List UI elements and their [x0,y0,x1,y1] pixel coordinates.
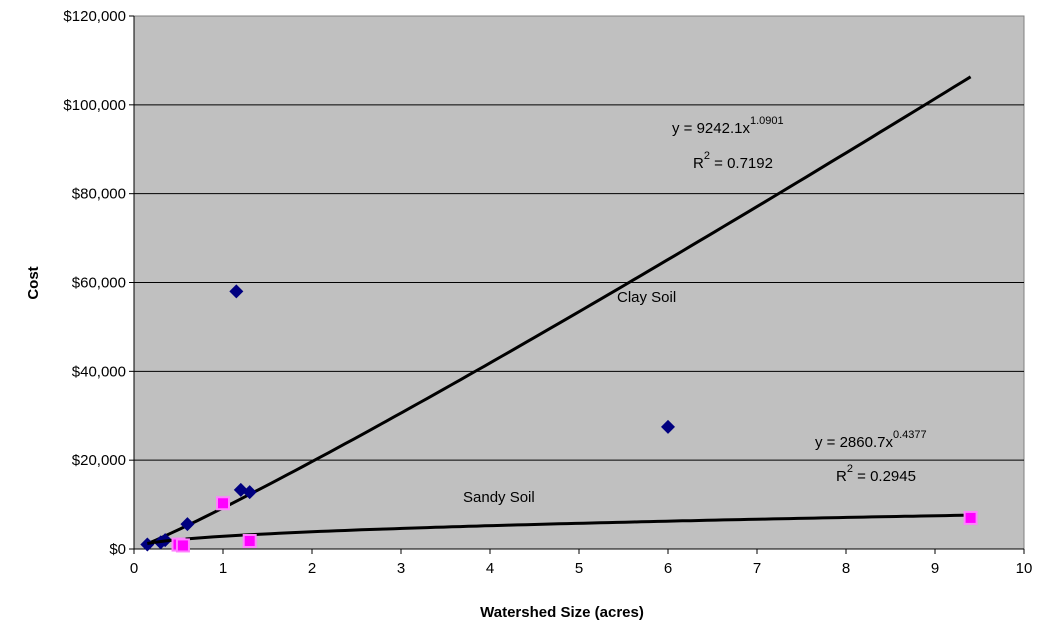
data-point [229,284,244,299]
r-squared-base: R [693,155,704,172]
x-tick-label: 1 [219,560,227,577]
y-tick-label: $40,000 [72,363,126,380]
data-point [661,419,675,434]
y-axis-title: Cost [25,266,42,299]
r-squared-value: = 0.2945 [853,468,916,485]
equation-exponent: 0.4377 [893,429,927,441]
trendline [147,513,971,545]
equation-base: y = 9242.1x [672,120,750,137]
data-point [180,517,195,532]
x-axis-title: Watershed Size (acres) [480,604,644,621]
data-point [963,510,978,525]
x-tick-label: 5 [575,560,583,577]
data-point [175,538,190,553]
r-squared-base: R [836,468,847,485]
r-squared-sup: 2 [847,463,853,475]
r-squared: R2 = 0.2945 [836,463,916,485]
y-tick-label: $60,000 [72,275,126,292]
series-label: Clay Soil [617,289,676,306]
x-tick-label: 3 [397,560,405,577]
data-point [140,537,155,552]
x-tick-label: 9 [931,560,939,577]
data-point [242,534,257,549]
x-tick-label: 7 [753,560,761,577]
y-tick-label: $100,000 [63,97,126,114]
y-tick-label: $20,000 [72,452,126,469]
data-point [216,496,230,511]
x-tick-label: 4 [486,560,494,577]
equation-exponent: 1.0901 [750,115,784,127]
trendline-equation: y = 9242.1x1.0901 [672,115,784,137]
r-squared-value: = 0.7192 [710,155,773,172]
x-tick-label: 0 [130,560,138,577]
x-tick-label: 10 [1016,560,1033,577]
series-label: Sandy Soil [463,489,535,506]
r-squared-sup: 2 [704,150,710,162]
equation-base: y = 2860.7x [815,434,893,451]
y-tick-label: $0 [109,541,126,558]
y-tick-label: $120,000 [63,8,126,25]
trendline [146,75,972,546]
x-tick-label: 6 [664,560,672,577]
r-squared: R2 = 0.7192 [693,150,773,172]
data-point [242,485,257,500]
trendline-equation: y = 2860.7x0.4377 [815,429,927,451]
x-tick-label: 8 [842,560,850,577]
y-tick-label: $80,000 [72,186,126,203]
x-tick-label: 2 [308,560,316,577]
